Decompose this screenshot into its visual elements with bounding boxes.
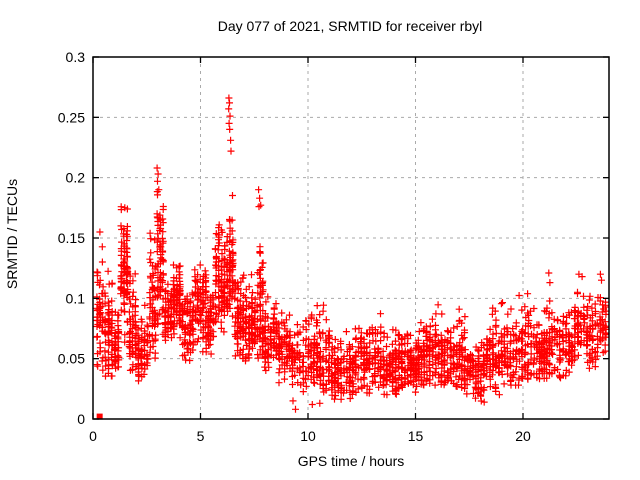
y-tick-label: 0.1 — [66, 290, 86, 306]
tick-marks — [92, 56, 609, 420]
data-points — [93, 94, 610, 420]
y-tick-label: 0.2 — [66, 170, 86, 186]
x-tick-label: 5 — [197, 428, 205, 444]
x-tick-label: 10 — [300, 428, 316, 444]
y-tick-label: 0.15 — [58, 230, 85, 246]
x-tick-label: 0 — [89, 428, 97, 444]
x-tick-label: 20 — [515, 428, 531, 444]
near-zero-marker — [96, 413, 103, 420]
y-axis-label: SRMTID / TECUs — [4, 179, 20, 289]
scatter-markers — [93, 94, 610, 413]
x-axis-label: GPS time / hours — [298, 453, 405, 469]
x-tick-label: 15 — [408, 428, 424, 444]
y-tick-label: 0.05 — [58, 351, 85, 367]
y-tick-label: 0.25 — [58, 109, 85, 125]
y-tick-label: 0.3 — [66, 49, 86, 65]
x-tick-labels: 0 5 10 15 20 — [89, 428, 531, 444]
y-tick-label: 0 — [77, 411, 85, 427]
chart-title: Day 077 of 2021, SRMTID for receiver rby… — [218, 18, 483, 34]
y-tick-labels: 0 0.05 0.1 0.15 0.2 0.25 0.3 — [58, 49, 85, 427]
